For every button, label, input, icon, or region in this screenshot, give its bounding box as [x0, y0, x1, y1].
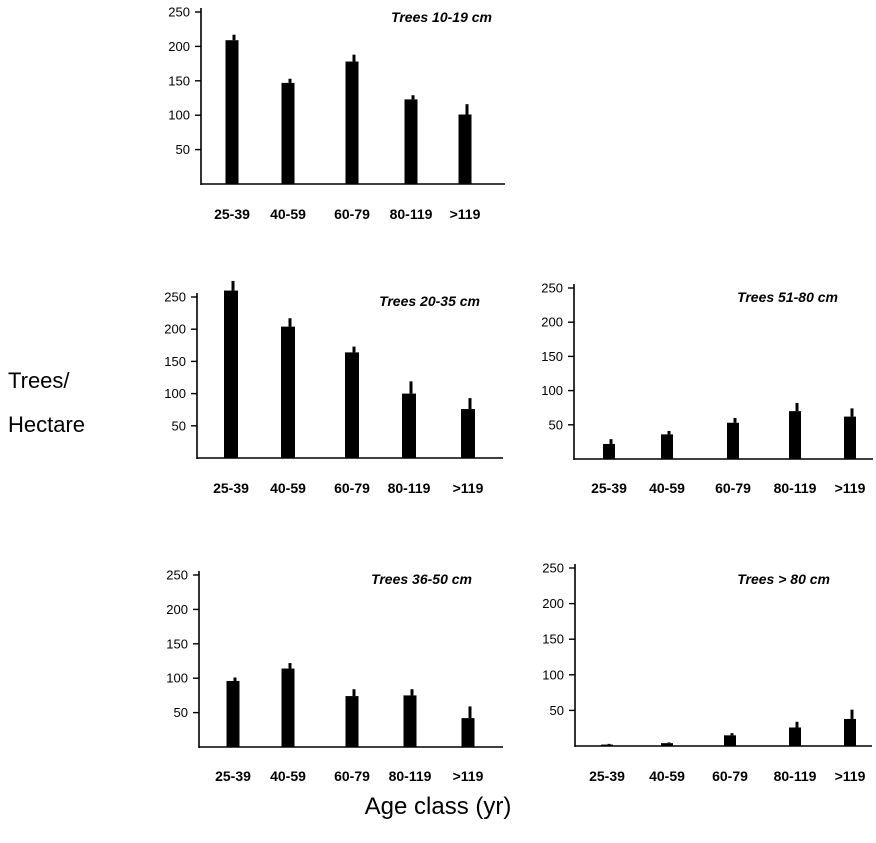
panel-1: 50 100 150 200 250 25-39 40-59 60-79 80-119 >119 T… [168, 5, 505, 222]
y-tick-label: 250 [166, 568, 188, 583]
y-tick-label: 200 [166, 602, 188, 617]
x-tick-label: 40-59 [270, 206, 306, 222]
x-tick-label: 80-119 [388, 480, 431, 496]
y-tick-label: 150 [164, 354, 186, 369]
bar [789, 727, 801, 746]
bar [727, 422, 739, 459]
panel-title: Trees > 80 cm [737, 571, 830, 587]
x-tick-label: >119 [835, 768, 866, 784]
panel-title: Trees 36-50 cm [371, 571, 472, 587]
x-tick-label: 40-59 [270, 768, 306, 784]
y-tick-label: 150 [541, 349, 563, 364]
panel-4: 50 100 150 200 250 25-39 40-59 60-79 80-119 >119 T… [166, 568, 503, 784]
x-tick-label: 80-119 [774, 768, 817, 784]
y-tick-label: 50 [172, 418, 186, 433]
panel-5: 50 100 150 200 250 25-39 40-59 60-79 80-119 >119 T… [542, 561, 872, 784]
x-tick-label: 80-119 [390, 206, 433, 222]
x-tick-label: 40-59 [649, 768, 685, 784]
bar [661, 434, 673, 459]
x-tick-label: 60-79 [334, 480, 370, 496]
bar [224, 290, 238, 458]
x-tick-label: 60-79 [334, 768, 370, 784]
x-tick-label: 60-79 [712, 768, 748, 784]
y-tick-label: 50 [549, 417, 563, 432]
bar [461, 718, 475, 747]
bar [461, 409, 475, 458]
y-tick-label: 250 [541, 281, 563, 296]
y-tick-label: 250 [164, 290, 186, 305]
bar [281, 326, 295, 458]
bar [403, 695, 417, 747]
bar [661, 743, 673, 746]
y-tick-label: 250 [542, 561, 564, 576]
x-tick-label: 40-59 [649, 480, 685, 496]
y-tick-label: 100 [164, 386, 186, 401]
panel-3: 50 100 150 200 250 25-39 40-59 60-79 80-119 >119 T… [541, 281, 873, 496]
bar [281, 668, 295, 747]
x-tick-label: 60-79 [715, 480, 751, 496]
y-tick-label: 100 [541, 383, 563, 398]
y-tick-label: 200 [164, 322, 186, 337]
bar [345, 352, 359, 458]
y-tick-label: 200 [542, 596, 564, 611]
bar [789, 411, 801, 459]
x-tick-label: 25-39 [589, 768, 625, 784]
bar [601, 744, 613, 746]
y-axis-label-line1: Trees/ [8, 368, 70, 393]
x-axis-label: Age class (yr) [364, 793, 512, 820]
y-tick-label: 200 [168, 39, 190, 54]
bar [603, 443, 615, 459]
y-tick-label: 50 [550, 703, 564, 718]
y-tick-label: 250 [168, 5, 190, 20]
bar [404, 99, 418, 184]
bar [225, 40, 239, 184]
bar [345, 696, 359, 747]
bar [458, 114, 472, 184]
bar [281, 82, 295, 184]
bar [226, 680, 240, 747]
bar [844, 416, 856, 459]
y-tick-label: 200 [541, 315, 563, 330]
x-tick-label: 25-39 [591, 480, 627, 496]
x-tick-label: 25-39 [215, 768, 251, 784]
x-tick-label: 25-39 [214, 206, 250, 222]
x-tick-label: >119 [453, 480, 484, 496]
x-tick-label: 40-59 [270, 480, 306, 496]
panel-title: Trees 51-80 cm [737, 289, 838, 305]
y-tick-label: 100 [168, 108, 190, 123]
x-tick-label: 80-119 [389, 768, 432, 784]
y-tick-label: 50 [174, 705, 188, 720]
y-tick-label: 150 [166, 636, 188, 651]
x-tick-label: 60-79 [334, 206, 370, 222]
bar [345, 61, 359, 185]
panel-2: 50 100 150 200 250 25-39 40-59 60-79 80-119 >119 T… [164, 280, 503, 496]
y-tick-label: 50 [176, 142, 190, 157]
x-tick-label: 25-39 [213, 480, 249, 496]
x-tick-label: >119 [453, 768, 484, 784]
x-tick-label: >119 [450, 206, 481, 222]
y-axis-label-line2: Hectare [8, 412, 86, 437]
bar [724, 735, 736, 746]
x-tick-label: >119 [835, 480, 866, 496]
bar [402, 393, 416, 458]
panel-title: Trees 20-35 cm [379, 293, 480, 309]
x-tick-label: 80-119 [774, 480, 817, 496]
panel-title: Trees 10-19 cm [391, 9, 492, 25]
y-tick-label: 100 [166, 671, 188, 686]
y-tick-label: 150 [168, 73, 190, 88]
bar [844, 718, 856, 746]
y-tick-label: 150 [542, 632, 564, 647]
y-tick-label: 100 [542, 667, 564, 682]
